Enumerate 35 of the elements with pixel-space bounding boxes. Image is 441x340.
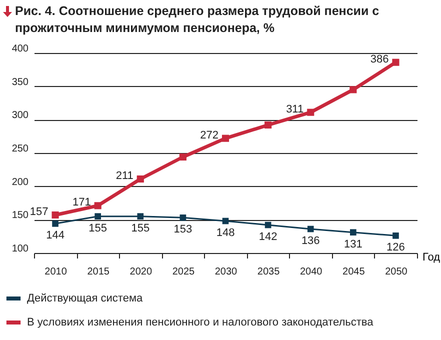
data-label: 142: [258, 231, 278, 243]
data-label: 157: [30, 206, 48, 218]
legend-label: В условиях изменения пенсионного и налогового законодательства: [27, 316, 374, 328]
data-label: 386: [370, 53, 389, 66]
chart-title: Рис. 4. Соотношение среднего размера трудовой пенсии с прожиточным минимумом пенсионера, %: [15, 3, 380, 37]
x-axis-title: Год: [422, 252, 441, 264]
data-label: 155: [88, 222, 108, 234]
y-tick-label: 200: [12, 176, 29, 188]
y-tick-label: 250: [12, 144, 29, 154]
x-tick-label: 2030: [214, 266, 238, 278]
x-tick-label: 2050: [385, 266, 408, 278]
x-tick-label: 2040: [300, 266, 323, 278]
data-label: 126: [386, 242, 405, 254]
x-tick-label: 2020: [130, 266, 152, 278]
data-label: 153: [174, 224, 192, 236]
y-tick-label: 300: [12, 110, 29, 122]
data-label: 311: [286, 103, 304, 116]
data-label: 148: [216, 227, 235, 239]
x-tick-label: 2045: [342, 266, 366, 278]
y-tick-label: 400: [12, 44, 29, 54]
data-label: 136: [301, 235, 320, 247]
data-label: 155: [131, 222, 150, 234]
y-tick-label: 150: [12, 210, 29, 222]
data-label: 171: [72, 196, 91, 209]
data-label: 131: [344, 238, 362, 250]
x-tick-label: 2010: [44, 266, 68, 278]
legend-label: Действующая система: [27, 292, 144, 304]
data-label: 272: [200, 129, 218, 142]
x-tick-label: 2015: [87, 266, 110, 278]
y-tick-label: 100: [12, 244, 29, 254]
x-tick-label: 2035: [257, 266, 280, 278]
data-label: 211: [116, 170, 134, 182]
x-tick-label: 2025: [172, 266, 196, 278]
y-tick-label: 350: [12, 76, 29, 88]
data-label: 144: [46, 230, 64, 242]
